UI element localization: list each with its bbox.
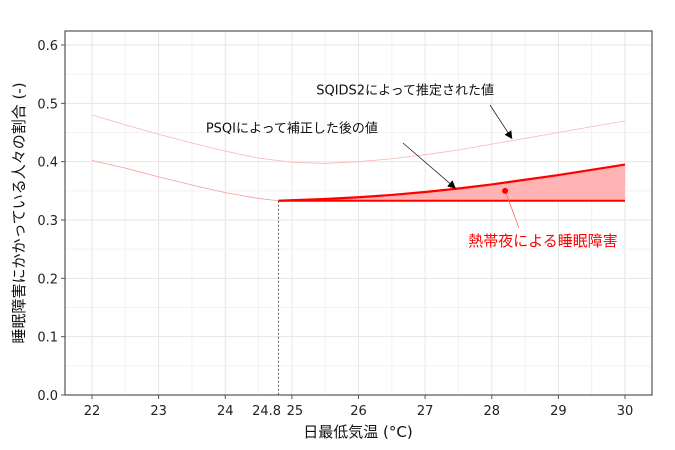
annotation-label: SQIDS2によって推定された値 bbox=[316, 83, 494, 99]
annotation-leader bbox=[504, 190, 520, 229]
y-axis-title: 睡眠障害にかかっている人々の割合 (-) bbox=[10, 82, 28, 343]
shaded-region bbox=[278, 164, 625, 201]
x-tick-label: 27 bbox=[417, 404, 434, 419]
annotations: SQIDS2によって推定された値 PSQIによって補正した後の値熱帯夜による睡眠障… bbox=[206, 83, 618, 250]
x-tick-label: 22 bbox=[84, 404, 101, 419]
series-lines bbox=[91, 114, 626, 395]
annotation-arrow bbox=[489, 104, 513, 140]
x-tick-label: 23 bbox=[150, 404, 167, 419]
x-tick-label: 30 bbox=[617, 404, 634, 419]
y-tick-label: 0.6 bbox=[37, 39, 58, 54]
grid-lines bbox=[65, 31, 652, 396]
annotation-dot bbox=[502, 187, 509, 194]
annotation-label: PSQIによって補正した後の値 bbox=[206, 121, 378, 137]
x-axis-ticks: 22 23 24 24.8 25 26 27 28 29 30 bbox=[84, 395, 634, 419]
series-line bbox=[91, 114, 626, 164]
x-tick-label: 26 bbox=[350, 404, 367, 419]
x-axis-title: 日最低気温 (°C) bbox=[303, 423, 412, 441]
y-tick-label: 0.3 bbox=[37, 214, 58, 229]
series-line bbox=[278, 163, 626, 202]
series-line bbox=[91, 160, 279, 202]
x-tick-label: 25 bbox=[287, 404, 304, 419]
y-tick-label: 0.2 bbox=[37, 272, 58, 287]
x-tick-label: 28 bbox=[483, 404, 500, 419]
annotation-arrow bbox=[402, 142, 456, 189]
x-tick-label: 24.8 bbox=[252, 404, 281, 419]
annotation-label-red: 熱帯夜による睡眠障害 bbox=[468, 232, 618, 250]
y-tick-label: 0.4 bbox=[37, 156, 58, 171]
y-tick-label: 0.5 bbox=[37, 97, 58, 112]
x-tick-label: 24 bbox=[217, 404, 234, 419]
shaded-area bbox=[278, 164, 625, 201]
y-tick-label: 0.0 bbox=[37, 389, 58, 404]
y-tick-label: 0.1 bbox=[37, 331, 58, 346]
x-tick-label: 29 bbox=[550, 404, 567, 419]
y-axis-ticks: 0.0 0.1 0.2 0.3 0.4 0.5 0.6 bbox=[37, 39, 65, 404]
